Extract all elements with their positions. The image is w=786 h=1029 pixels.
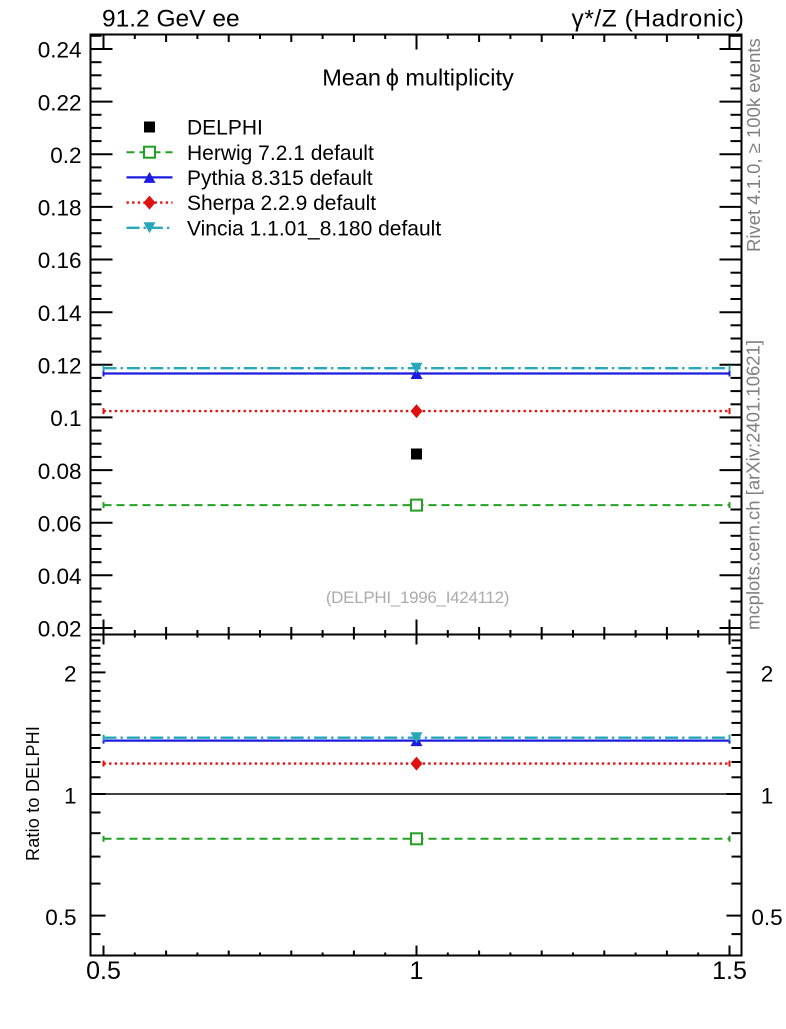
svg-text:Rivet 4.1.0, ≥ 100k events: Rivet 4.1.0, ≥ 100k events (743, 38, 764, 252)
svg-text:Vincia 1.1.01_8.180 default: Vincia 1.1.01_8.180 default (187, 217, 441, 240)
svg-text:Herwig 7.2.1 default: Herwig 7.2.1 default (187, 142, 374, 165)
svg-text:1: 1 (410, 957, 424, 985)
svg-text:91.2 GeV ee: 91.2 GeV ee (102, 6, 240, 33)
svg-text:0.5: 0.5 (751, 905, 782, 930)
svg-text:0.5: 0.5 (45, 905, 76, 930)
svg-text:0.1: 0.1 (50, 406, 81, 431)
svg-text:0.04: 0.04 (38, 564, 82, 589)
svg-text:0.16: 0.16 (38, 248, 82, 273)
svg-text:(DELPHI_1996_I424112): (DELPHI_1996_I424112) (326, 588, 509, 607)
svg-text:1.5: 1.5 (712, 957, 747, 985)
svg-text:0.12: 0.12 (38, 354, 82, 379)
svg-text:Ratio to DELPHI: Ratio to DELPHI (23, 726, 43, 861)
svg-text:0.5: 0.5 (86, 957, 121, 985)
svg-text:mcplots.cern.ch [arXiv:2401.10: mcplots.cern.ch [arXiv:2401.10621] (743, 340, 764, 630)
svg-text:2: 2 (64, 662, 77, 687)
svg-text:Sherpa 2.2.9 default: Sherpa 2.2.9 default (187, 192, 376, 215)
svg-text:0.22: 0.22 (38, 90, 82, 115)
svg-text:0.2: 0.2 (50, 143, 81, 168)
svg-text:1: 1 (64, 783, 77, 808)
svg-text:Pythia 8.315 default: Pythia 8.315 default (187, 167, 373, 190)
svg-text:0.14: 0.14 (38, 301, 82, 326)
svg-text:γ*/Z (Hadronic): γ*/Z (Hadronic) (572, 6, 745, 33)
svg-text:0.18: 0.18 (38, 196, 82, 221)
svg-text:1: 1 (761, 783, 774, 808)
svg-text:0.24: 0.24 (38, 38, 82, 63)
svg-text:Mean ϕ multiplicity: Mean ϕ multiplicity (322, 65, 514, 91)
svg-text:0.02: 0.02 (38, 617, 82, 642)
svg-text:DELPHI: DELPHI (187, 117, 263, 140)
svg-text:2: 2 (761, 662, 774, 687)
svg-text:0.08: 0.08 (38, 459, 82, 484)
svg-text:0.06: 0.06 (38, 511, 82, 536)
